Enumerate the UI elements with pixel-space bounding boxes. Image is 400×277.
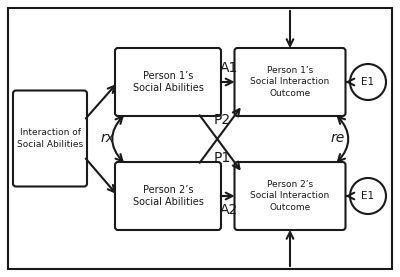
Text: P2: P2 (214, 113, 230, 127)
Text: Person 1’s
Social Interaction
Outcome: Person 1’s Social Interaction Outcome (250, 66, 330, 98)
Text: E1: E1 (362, 191, 374, 201)
FancyBboxPatch shape (115, 162, 221, 230)
FancyBboxPatch shape (234, 162, 346, 230)
Text: P1: P1 (213, 151, 231, 165)
Text: Person 2’s
Social Abilities: Person 2’s Social Abilities (132, 185, 204, 207)
FancyBboxPatch shape (13, 91, 87, 186)
Text: A1: A1 (220, 61, 238, 75)
Circle shape (350, 178, 386, 214)
Text: E1: E1 (362, 77, 374, 87)
Text: A2: A2 (220, 203, 238, 217)
Text: Interaction of
Social Abilities: Interaction of Social Abilities (17, 129, 83, 148)
Text: Person 1’s
Social Abilities: Person 1’s Social Abilities (132, 71, 204, 93)
FancyBboxPatch shape (115, 48, 221, 116)
FancyBboxPatch shape (234, 48, 346, 116)
Text: Person 2’s
Social Interaction
Outcome: Person 2’s Social Interaction Outcome (250, 180, 330, 212)
Text: re: re (331, 131, 345, 145)
Text: rx: rx (101, 131, 115, 145)
Circle shape (350, 64, 386, 100)
